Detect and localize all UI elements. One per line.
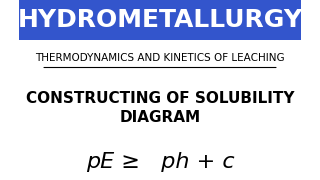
Text: CONSTRUCTING OF SOLUBILITY
DIAGRAM: CONSTRUCTING OF SOLUBILITY DIAGRAM [26,91,294,125]
FancyBboxPatch shape [19,0,301,40]
Text: HYDROMETALLURGY: HYDROMETALLURGY [17,8,303,32]
Text: THERMODYNAMICS AND KINETICS OF LEACHING: THERMODYNAMICS AND KINETICS OF LEACHING [35,53,285,63]
Text: pE ≥   ph + c: pE ≥ ph + c [86,152,234,172]
